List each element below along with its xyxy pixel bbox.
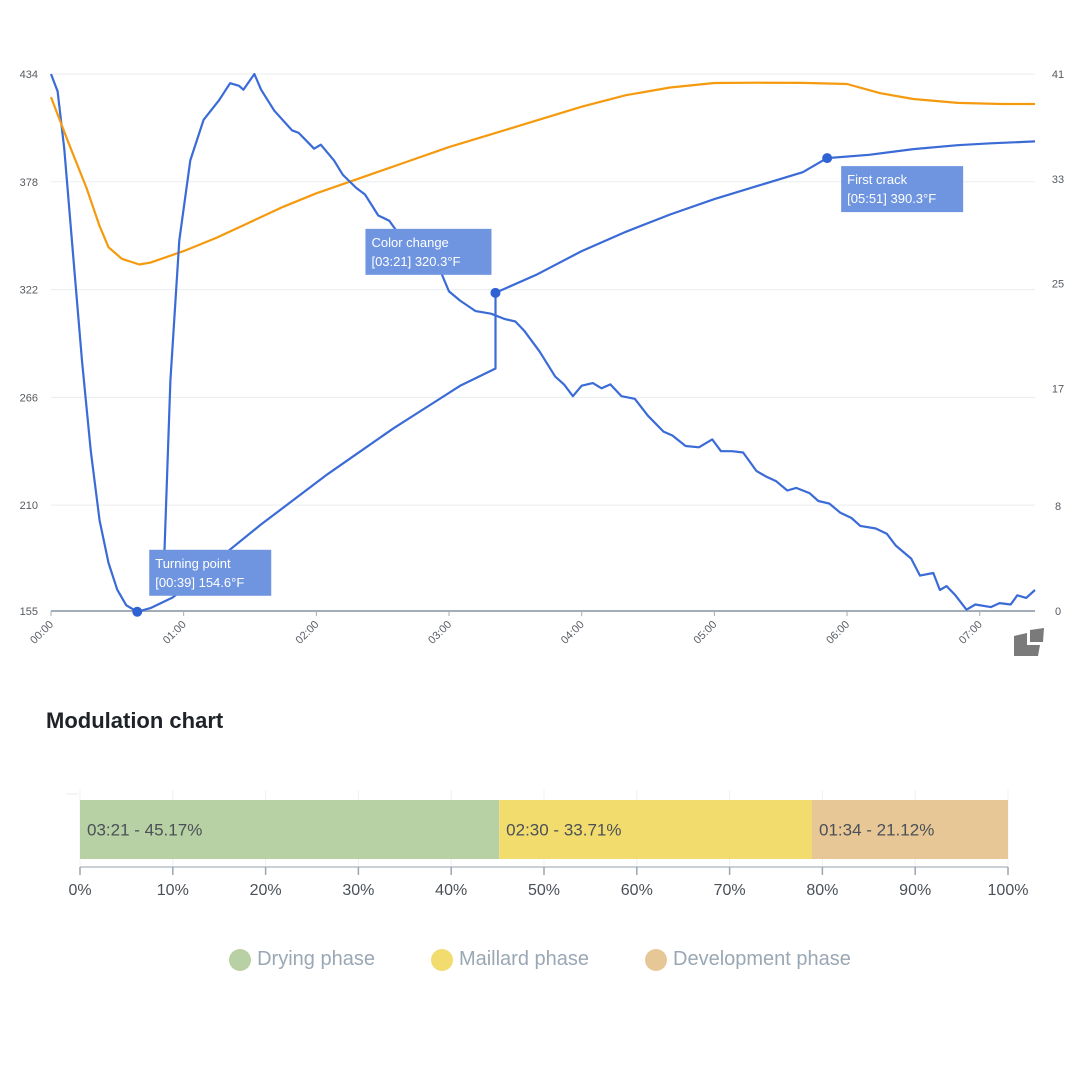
modulation-tick-label: 70% — [714, 882, 746, 899]
y-right-tick-label: 33 — [1052, 174, 1064, 186]
rate-of-rise-line — [162, 72, 1036, 611]
y-right-tick-label: 8 — [1055, 501, 1061, 513]
annotation-marker — [132, 606, 143, 617]
annotation-marker — [822, 153, 833, 164]
modulation-tick-label: 0% — [68, 882, 91, 899]
legend-item-development-phase[interactable]: Development phase — [645, 948, 851, 971]
legend-label: Development phase — [673, 948, 851, 970]
annotations: Turning point [00:39] 154.6°F Color change… — [132, 153, 964, 617]
bean-temperature-line — [49, 73, 1036, 613]
y-left-tick-label: 155 — [20, 606, 38, 618]
segment-label: 02:30 - 33.71% — [506, 821, 621, 840]
environment-temperature-line — [49, 81, 1035, 266]
modulation-bars: 03:21 - 45.17% 02:30 - 33.71% 01:34 - 21.1… — [80, 800, 1008, 859]
y-left-tick-label: 378 — [20, 177, 38, 189]
segment-label: 03:21 - 45.17% — [87, 821, 202, 840]
y-left-tick-label: 434 — [20, 69, 38, 81]
modulation-legend: Drying phase Maillard phase Development ph… — [0, 948, 1080, 971]
annotation-detail: [03:21] 320.3°F — [371, 254, 460, 269]
annotation-detail: [00:39] 154.6°F — [155, 575, 244, 590]
annotation-label: Turning point — [155, 556, 231, 571]
legend-dot-icon — [229, 948, 252, 971]
modulation-tick-label: 90% — [899, 882, 931, 899]
segment-label: 01:34 - 21.12% — [819, 821, 934, 840]
legend-label: Drying phase — [257, 948, 375, 970]
annotation-turning-point: Turning point [00:39] 154.6°F — [132, 549, 272, 617]
annotation-box — [365, 228, 492, 275]
y-left-tick-label: 322 — [20, 285, 38, 297]
modulation-tick-label: 10% — [157, 882, 189, 899]
y-right-tick-label: 0 — [1055, 606, 1061, 618]
modulation-chart: 03:21 - 45.17% 02:30 - 33.71% 01:34 - 21.1… — [66, 790, 1029, 899]
y-right-tick-label: 41 — [1052, 69, 1064, 81]
y-left-tick-label: 210 — [20, 500, 38, 512]
legend-dot-icon — [645, 948, 668, 971]
modulation-tick-label: 100% — [988, 882, 1029, 899]
legend-item-maillard-phase[interactable]: Maillard phase — [430, 948, 590, 971]
annotation-color-change: Color change [03:21] 320.3°F — [365, 228, 501, 298]
brand-logo-icon — [1014, 628, 1044, 656]
annotation-marker — [490, 287, 501, 298]
y-left-tick-label: 266 — [20, 392, 38, 404]
modulation-tick-label: 60% — [621, 882, 653, 899]
modulation-tick-label: 50% — [528, 882, 560, 899]
annotation-label: First crack — [847, 172, 907, 187]
y-right-tick-label: 17 — [1052, 383, 1064, 395]
series-layer — [49, 72, 1036, 613]
annotation-first-crack: First crack [05:51] 390.3°F — [822, 153, 964, 213]
modulation-tick-label: 20% — [250, 882, 282, 899]
annotation-box — [841, 166, 964, 213]
segment-development-phase — [812, 800, 1008, 859]
annotation-box — [149, 549, 272, 596]
legend-item-drying-phase[interactable]: Drying phase — [229, 948, 375, 971]
annotation-detail: [05:51] 390.3°F — [847, 191, 936, 206]
grid: 155 210 266 322 378 434 0 8 17 25 33 41 — [20, 69, 1064, 618]
y-right-tick-label: 25 — [1052, 279, 1064, 291]
modulation-tick-label: 30% — [342, 882, 374, 899]
segment-maillard-phase — [499, 800, 813, 859]
segment-drying-phase — [80, 800, 500, 859]
legend-label: Maillard phase — [458, 948, 590, 970]
modulation-axis: 0% 10% 20% 30% 40% 50% 60% 70% 80% 90% 100% — [68, 866, 1029, 899]
modulation-tick-label: 80% — [806, 882, 838, 899]
modulation-chart-title: Modulation chart — [46, 708, 224, 733]
modulation-tick-label: 40% — [435, 882, 467, 899]
annotation-label: Color change — [371, 235, 448, 250]
legend-dot-icon — [430, 948, 453, 971]
